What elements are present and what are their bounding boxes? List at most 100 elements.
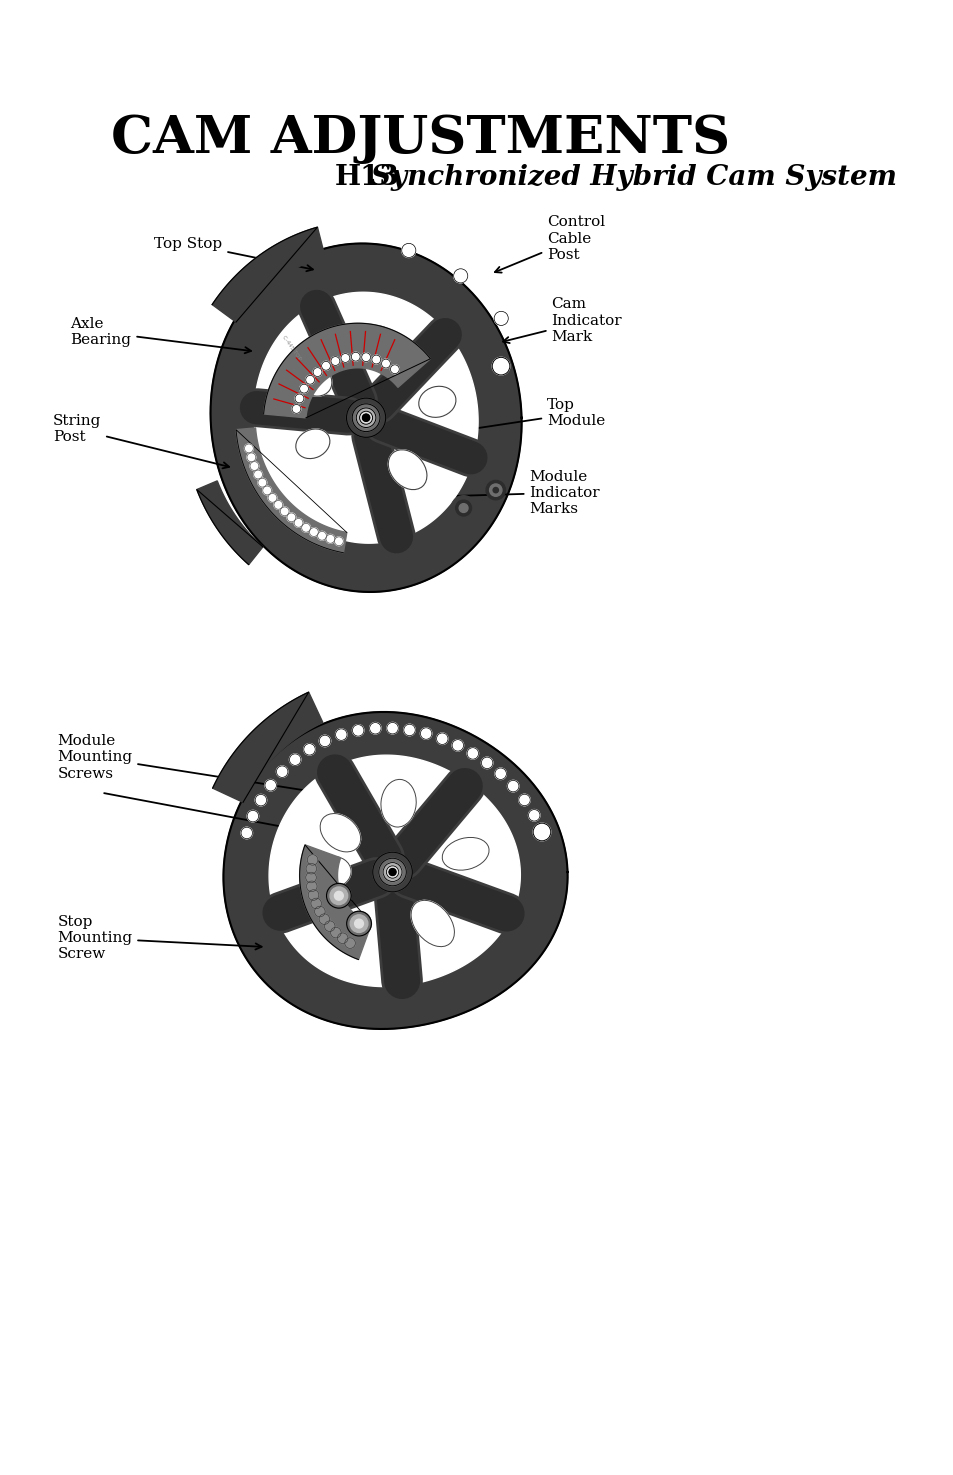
Circle shape [458,503,468,512]
Circle shape [346,398,385,437]
Circle shape [257,478,267,487]
Circle shape [305,872,316,884]
Circle shape [340,354,350,363]
Circle shape [294,394,304,403]
Circle shape [326,884,351,909]
Circle shape [420,727,432,739]
Circle shape [306,863,316,875]
Circle shape [311,898,321,909]
Ellipse shape [388,450,427,490]
Circle shape [326,534,335,543]
Circle shape [492,357,509,375]
Circle shape [355,409,375,428]
Text: Top
Module: Top Module [463,398,604,432]
Circle shape [401,243,416,258]
Circle shape [486,481,505,500]
Ellipse shape [411,900,454,947]
Circle shape [250,462,258,471]
Text: Top Stop: Top Stop [154,237,313,271]
Polygon shape [299,845,371,960]
Circle shape [308,889,318,900]
Text: Control
Cable
Post: Control Cable Post [495,215,604,273]
Polygon shape [213,692,322,802]
Circle shape [454,268,467,283]
Circle shape [373,853,412,892]
Text: Stop
Mounting
Screw: Stop Mounting Screw [57,914,261,962]
Polygon shape [235,428,347,553]
Text: Synchronized Hybrid Cam System: Synchronized Hybrid Cam System [370,164,896,192]
Circle shape [352,404,379,432]
Circle shape [330,928,341,938]
Ellipse shape [418,386,456,417]
Text: Axle
Bearing: Axle Bearing [71,317,251,353]
Circle shape [350,914,368,932]
Polygon shape [223,712,567,1030]
Text: Cam
Indicator
Mark: Cam Indicator Mark [502,298,621,344]
Circle shape [372,355,380,364]
Circle shape [361,353,370,361]
Circle shape [528,810,539,822]
Circle shape [247,453,255,462]
Text: Module
Indicator
Marks: Module Indicator Marks [419,469,599,516]
Polygon shape [212,227,325,322]
Circle shape [335,891,343,900]
Circle shape [319,735,331,746]
Polygon shape [269,755,519,987]
Ellipse shape [295,429,330,459]
Circle shape [352,724,363,736]
Circle shape [247,810,258,822]
Circle shape [335,729,347,740]
Circle shape [253,471,262,479]
Circle shape [346,398,385,437]
Circle shape [307,854,317,866]
Circle shape [313,367,321,376]
Circle shape [383,863,401,882]
Ellipse shape [380,779,416,827]
Circle shape [306,881,316,891]
Circle shape [262,487,272,496]
Circle shape [359,412,373,425]
Circle shape [489,484,501,496]
Text: C-445 TOP: C-445 TOP [281,335,301,361]
Circle shape [309,528,318,537]
Circle shape [533,823,550,841]
Circle shape [335,537,343,546]
Circle shape [389,869,395,876]
Text: String
Post: String Post [52,414,229,469]
Circle shape [268,494,276,503]
Circle shape [507,780,518,792]
Circle shape [467,748,478,760]
Text: CAM ADJUSTMENTS: CAM ADJUSTMENTS [112,112,730,164]
Circle shape [386,866,398,878]
Circle shape [518,794,530,805]
Polygon shape [196,481,263,565]
Circle shape [331,357,339,366]
Circle shape [493,487,497,493]
Circle shape [303,743,314,755]
Circle shape [381,360,390,367]
Circle shape [386,723,397,735]
Circle shape [318,914,330,925]
Circle shape [254,795,267,805]
Circle shape [274,500,282,509]
Circle shape [495,768,506,779]
Polygon shape [211,243,521,591]
Text: H13: H13 [335,164,399,192]
Circle shape [481,757,493,768]
Circle shape [301,524,310,532]
Circle shape [294,518,303,527]
Polygon shape [263,323,430,417]
Circle shape [456,500,471,516]
Polygon shape [253,292,477,543]
Ellipse shape [442,838,489,870]
Circle shape [280,507,289,516]
Circle shape [494,311,508,326]
Circle shape [451,496,476,521]
Circle shape [337,934,348,944]
Circle shape [299,384,308,392]
Circle shape [378,858,406,886]
Circle shape [287,513,295,522]
Ellipse shape [314,857,351,888]
Circle shape [346,912,371,937]
Circle shape [317,531,326,540]
